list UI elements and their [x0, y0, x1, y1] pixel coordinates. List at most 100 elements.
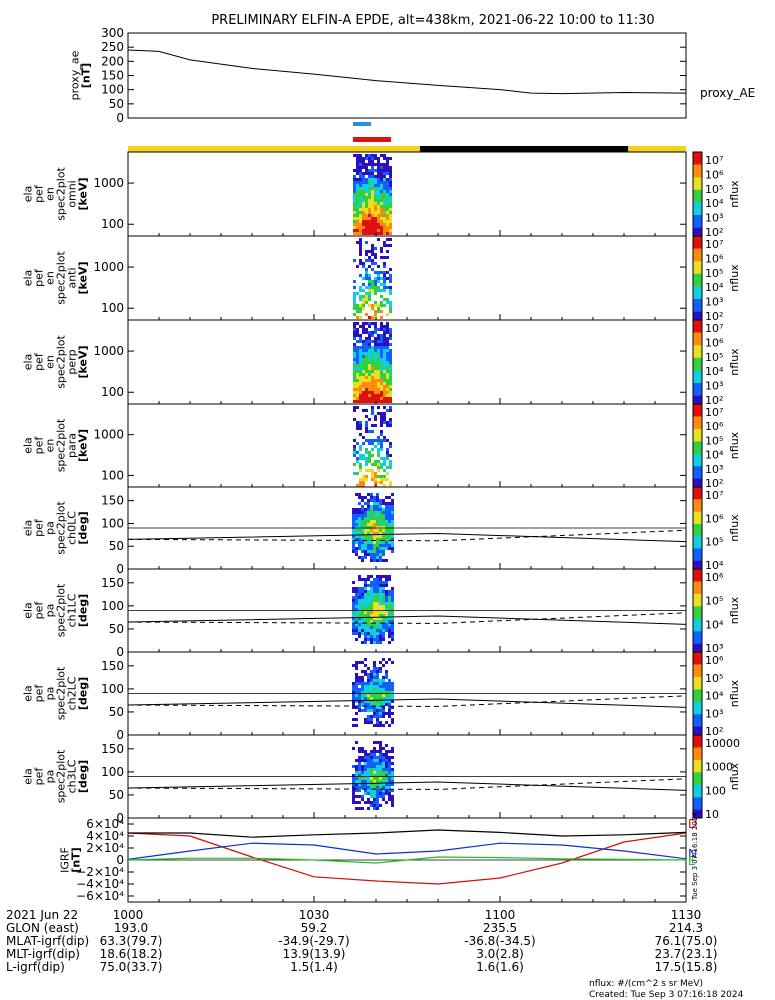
pitch-angle-cell [358, 771, 361, 774]
colorbar-cell [693, 347, 702, 350]
spectrogram-cell [371, 340, 374, 343]
axis-label-line: ela [22, 768, 35, 785]
colorbar-cell [693, 189, 702, 193]
pitch-angle-cell [358, 780, 361, 783]
pitch-angle-cell [379, 623, 382, 626]
spec-anti-colorbar-tick: 10³ [705, 296, 723, 309]
pitch-angle-cell [391, 798, 394, 801]
spectrogram-cell [374, 424, 377, 427]
pitch-angle-cell [373, 798, 376, 801]
spec-para-cells [353, 406, 392, 487]
spectrogram-cell [380, 340, 383, 343]
pitch-angle-cell [370, 550, 373, 553]
spectrogram-cell [377, 202, 380, 205]
pitch-angle-cell [388, 706, 391, 709]
spectrogram-cell [368, 376, 371, 379]
pitch-angle-cell [367, 553, 370, 556]
colorbar-cell [693, 404, 702, 407]
pa-ch1-colorbar-tick: 10³ [705, 642, 723, 655]
spec-para-colorbar-tick: 10⁷ [705, 406, 723, 419]
ephemeris-row-label: L-igrf(dip) [6, 960, 65, 974]
colorbar-cell [693, 259, 702, 262]
pitch-angle-cell [364, 750, 367, 753]
pitch-angle-cell [352, 774, 355, 777]
pitch-angle-cell [373, 520, 376, 523]
spectrogram-cell [377, 193, 380, 196]
pitch-angle-cell [370, 703, 373, 706]
pitch-angle-cell [367, 602, 370, 605]
pitch-angle-cell [373, 795, 376, 798]
spectrogram-cell [353, 331, 356, 334]
spectrogram-cell [386, 337, 389, 340]
pitch-angle-cell [388, 547, 391, 550]
spectrogram-cell [365, 415, 368, 418]
spectrogram-cell [389, 310, 392, 313]
pitch-angle-cell [382, 709, 385, 712]
pitch-angle-cell [388, 535, 391, 538]
spectrogram-cell [380, 385, 383, 388]
spectrogram-cell [368, 277, 371, 280]
pitch-angle-cell [352, 541, 355, 544]
spectrogram-cell [362, 391, 365, 394]
spectrogram-cell [368, 178, 371, 181]
spectrogram-cell [359, 310, 362, 313]
spectrogram-cell [380, 370, 383, 373]
pa-ch3-colorbar-label: nflux [728, 762, 741, 790]
pitch-angle-cell [361, 496, 364, 499]
pitch-angle-cell [361, 688, 364, 691]
spectrogram-cell [374, 226, 377, 229]
pitch-angle-cell [367, 599, 370, 602]
spectrogram-cell [377, 355, 380, 358]
spectrogram-cell [362, 325, 365, 328]
axis-label-line: omni [66, 180, 79, 207]
pitch-angle-cell [367, 623, 370, 626]
spectrogram-cell [371, 385, 374, 388]
pitch-angle-cell [373, 780, 376, 783]
spectrogram-cell [368, 280, 371, 283]
colorbar-cell [693, 780, 702, 784]
spectrogram-cell [353, 367, 356, 370]
spectrogram-cell [389, 229, 392, 232]
colorbar-cell [693, 691, 702, 694]
spec-anti-colorbar-tick: 10² [705, 310, 723, 323]
pitch-angle-cell [358, 756, 361, 759]
pitch-angle-cell [382, 623, 385, 626]
pitch-angle-cell [382, 759, 385, 762]
spectrogram-cell [389, 181, 392, 184]
pitch-angle-cell [364, 721, 367, 724]
spectrogram-cell [386, 211, 389, 214]
spectrogram-cell [362, 196, 365, 199]
pitch-angle-cell [370, 786, 373, 789]
axis-label-line: IGRF [59, 847, 72, 873]
colorbar-cell [693, 366, 702, 369]
pitch-angle-cell [352, 529, 355, 532]
colorbar-cell [693, 716, 702, 719]
colorbar-cell [693, 739, 702, 742]
spec-perp-frame [127, 319, 687, 405]
pitch-angle-cell [367, 532, 370, 535]
pitch-angle-cell [391, 544, 394, 547]
pitch-angle-cell [367, 608, 370, 611]
spectrogram-cell [383, 337, 386, 340]
colorbar-cell [693, 426, 702, 430]
pitch-angle-cell [379, 682, 382, 685]
spectrogram-cell [359, 433, 362, 436]
anti-loss-cone-line [127, 612, 687, 624]
pitch-angle-cell [364, 590, 367, 593]
colorbar-cell [693, 552, 702, 556]
pitch-angle-cell [382, 629, 385, 632]
pitch-angle-cell [364, 768, 367, 771]
spectrogram-cell [374, 331, 377, 334]
colorbar-cell [693, 221, 702, 224]
spectrogram-cell [374, 304, 377, 307]
colorbar-cell [693, 708, 702, 711]
colorbar-cell [693, 320, 702, 323]
spectrogram-cell [359, 370, 362, 373]
colorbar-cell [693, 612, 702, 616]
spectrogram-cell [380, 382, 383, 385]
colorbar-cell [693, 776, 702, 780]
spectrogram-cell [380, 355, 383, 358]
